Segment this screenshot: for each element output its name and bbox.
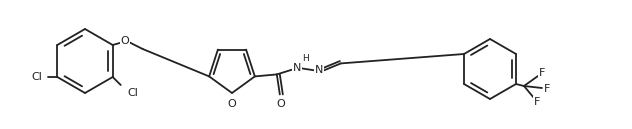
Text: O: O bbox=[276, 99, 285, 109]
Text: N: N bbox=[315, 65, 323, 75]
Text: F: F bbox=[539, 68, 545, 78]
Text: F: F bbox=[544, 84, 550, 94]
Text: H: H bbox=[302, 54, 308, 63]
Text: F: F bbox=[534, 97, 540, 107]
Text: O: O bbox=[120, 36, 129, 46]
Text: Cl: Cl bbox=[32, 72, 42, 82]
Text: N: N bbox=[293, 63, 301, 73]
Text: Cl: Cl bbox=[128, 88, 138, 98]
Text: O: O bbox=[228, 99, 236, 109]
